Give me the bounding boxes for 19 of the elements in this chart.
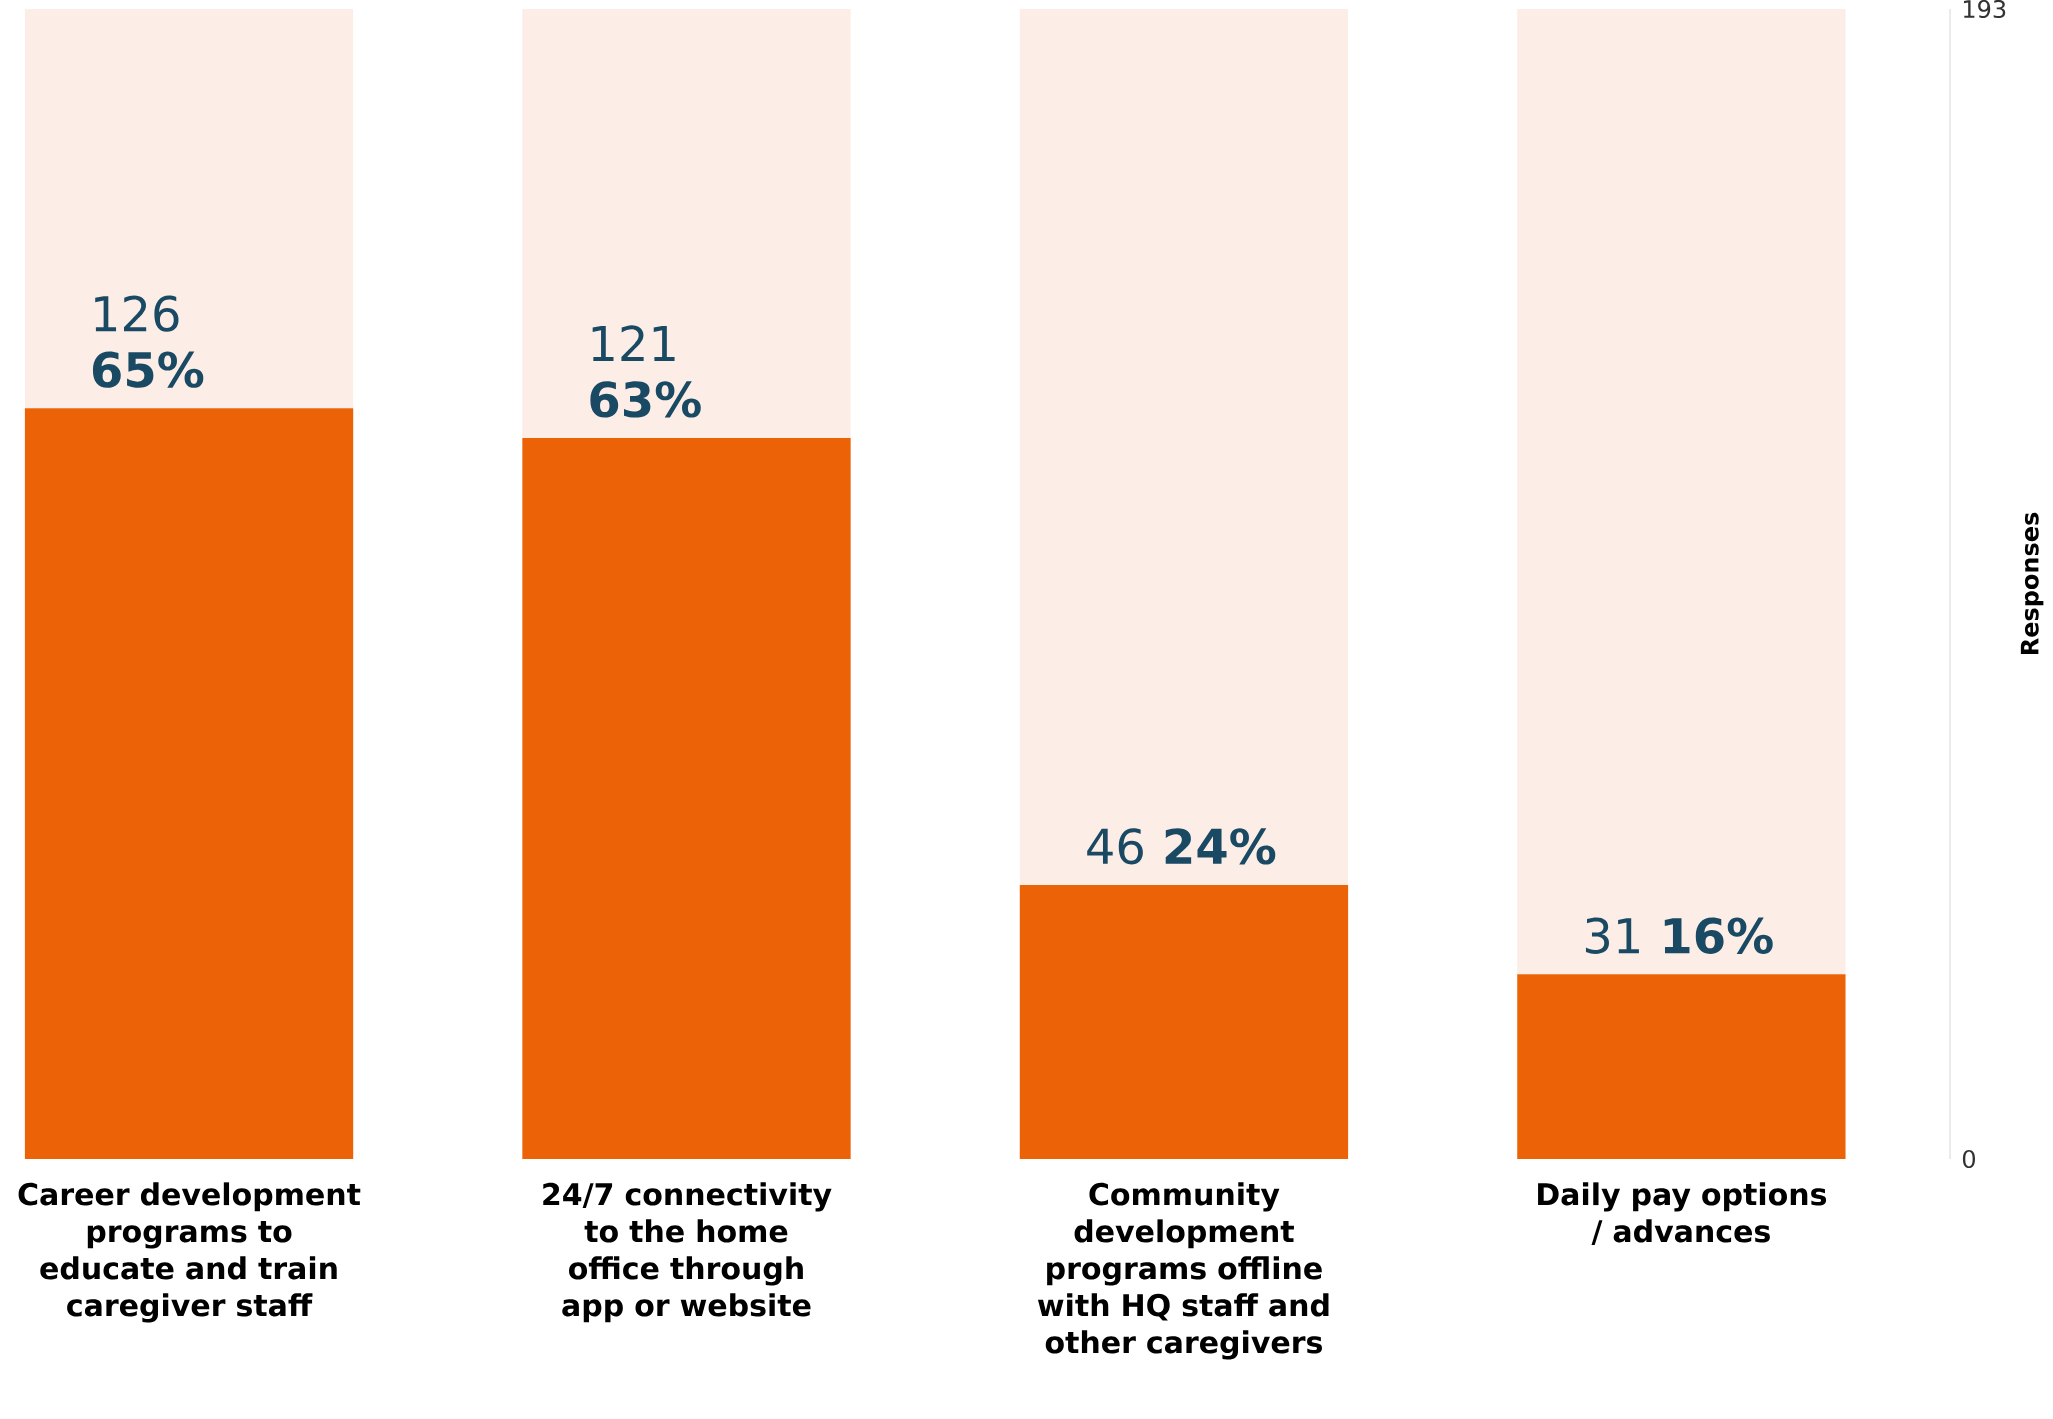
bar xyxy=(1019,884,1349,1159)
data-label: 126 65% xyxy=(92,295,204,388)
y-tick-label: 193 xyxy=(1963,0,2006,19)
y-tick-label: 0 xyxy=(1962,1149,1976,1169)
x-tick-label: Career development programs to educate and train caregiver staff xyxy=(18,1182,361,1323)
x-tick-label: 24/7 connectivity to the home office through app or website xyxy=(543,1182,832,1323)
x-tick-label: Daily pay options / advances xyxy=(1538,1182,1827,1245)
data-label: 46 24% xyxy=(1087,828,1276,865)
data-label: 121 63% xyxy=(590,325,701,418)
x-tick-label: Community development programs offline with HQ staff and other caregivers xyxy=(1037,1182,1329,1360)
bar xyxy=(522,8,851,439)
bar xyxy=(1517,974,1846,1159)
y-axis-title: Responses xyxy=(2020,512,2044,655)
bar xyxy=(24,408,354,1159)
bar xyxy=(24,8,354,409)
bar xyxy=(522,438,851,1159)
bar xyxy=(1019,8,1349,885)
bar xyxy=(1517,8,1846,975)
data-label: 31 16% xyxy=(1585,917,1773,954)
